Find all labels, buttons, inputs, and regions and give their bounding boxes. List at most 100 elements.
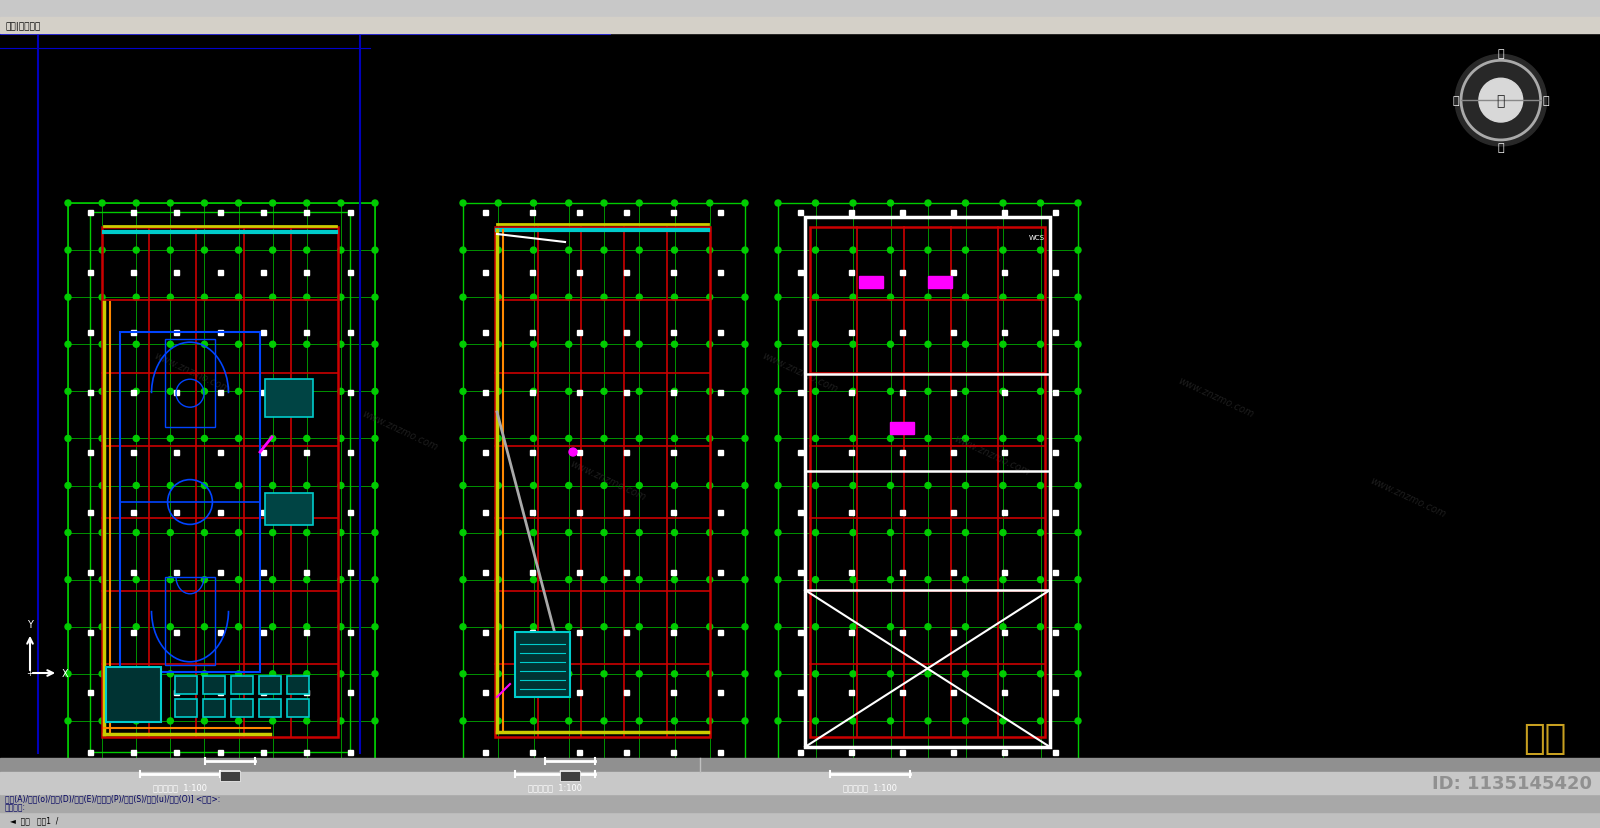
Circle shape <box>531 624 536 630</box>
Bar <box>261 330 266 335</box>
Bar <box>1002 749 1006 754</box>
Bar <box>259 676 282 694</box>
Text: 南: 南 <box>1498 142 1504 152</box>
Circle shape <box>496 624 501 630</box>
Circle shape <box>496 671 501 677</box>
Circle shape <box>304 200 310 207</box>
Circle shape <box>235 389 242 395</box>
Circle shape <box>371 200 378 207</box>
Circle shape <box>133 624 139 630</box>
Circle shape <box>338 624 344 630</box>
Circle shape <box>707 483 712 489</box>
Circle shape <box>1037 483 1043 489</box>
Circle shape <box>963 765 968 771</box>
Text: www.znzmo.com: www.znzmo.com <box>152 351 232 394</box>
Bar <box>67 204 374 768</box>
Circle shape <box>707 436 712 442</box>
Bar <box>530 390 534 395</box>
Bar <box>848 749 853 754</box>
Circle shape <box>742 342 749 348</box>
Circle shape <box>742 483 749 489</box>
Circle shape <box>66 436 70 442</box>
Circle shape <box>566 530 571 536</box>
Circle shape <box>99 671 106 677</box>
Circle shape <box>1000 718 1006 724</box>
Circle shape <box>1075 624 1082 630</box>
Bar <box>950 510 955 515</box>
Circle shape <box>813 765 819 771</box>
Text: 西: 西 <box>1453 96 1459 106</box>
Circle shape <box>235 671 242 677</box>
Circle shape <box>1075 765 1082 771</box>
Circle shape <box>66 200 70 207</box>
Bar <box>899 270 904 275</box>
Circle shape <box>338 389 344 395</box>
Circle shape <box>168 530 173 536</box>
Bar <box>848 630 853 635</box>
Circle shape <box>566 577 571 583</box>
Bar <box>304 510 309 515</box>
Bar <box>624 690 629 695</box>
Bar <box>120 333 259 672</box>
Circle shape <box>270 530 275 536</box>
Circle shape <box>925 248 931 253</box>
Circle shape <box>637 342 642 348</box>
Circle shape <box>304 765 310 771</box>
Circle shape <box>963 718 968 724</box>
Circle shape <box>672 765 677 771</box>
Circle shape <box>461 248 466 253</box>
Circle shape <box>566 295 571 301</box>
Circle shape <box>602 530 606 536</box>
Bar <box>88 749 93 754</box>
Circle shape <box>496 718 501 724</box>
Bar <box>1053 510 1058 515</box>
Bar <box>483 510 488 515</box>
Bar <box>261 390 266 395</box>
Bar <box>530 749 534 754</box>
Bar <box>218 510 222 515</box>
Circle shape <box>774 200 781 207</box>
Bar <box>899 330 904 335</box>
Circle shape <box>637 718 642 724</box>
Circle shape <box>270 436 275 442</box>
Circle shape <box>888 718 893 724</box>
Circle shape <box>304 248 310 253</box>
Bar <box>848 390 853 395</box>
Bar <box>576 330 581 335</box>
Circle shape <box>888 248 893 253</box>
Bar <box>304 210 309 215</box>
Bar <box>1053 749 1058 754</box>
Bar <box>483 390 488 395</box>
Circle shape <box>133 577 139 583</box>
Bar <box>218 749 222 754</box>
Bar <box>928 277 952 289</box>
Bar <box>131 570 136 575</box>
Bar <box>899 630 904 635</box>
Circle shape <box>570 449 578 456</box>
Circle shape <box>99 295 106 301</box>
Bar <box>1053 270 1058 275</box>
Bar <box>717 210 723 215</box>
Circle shape <box>99 248 106 253</box>
Bar <box>624 749 629 754</box>
Circle shape <box>925 389 931 395</box>
Circle shape <box>813 624 819 630</box>
Bar <box>347 330 352 335</box>
Bar <box>848 450 853 455</box>
Circle shape <box>963 342 968 348</box>
Circle shape <box>1000 342 1006 348</box>
Bar <box>203 699 226 717</box>
Circle shape <box>602 718 606 724</box>
Circle shape <box>1037 342 1043 348</box>
Circle shape <box>304 436 310 442</box>
Circle shape <box>202 530 208 536</box>
Circle shape <box>602 765 606 771</box>
Bar <box>1053 330 1058 335</box>
Bar <box>304 630 309 635</box>
Text: 定对角点:: 定对角点: <box>5 802 26 811</box>
Circle shape <box>1000 624 1006 630</box>
Circle shape <box>270 671 275 677</box>
Bar <box>230 676 253 694</box>
Circle shape <box>1000 483 1006 489</box>
Bar <box>899 510 904 515</box>
